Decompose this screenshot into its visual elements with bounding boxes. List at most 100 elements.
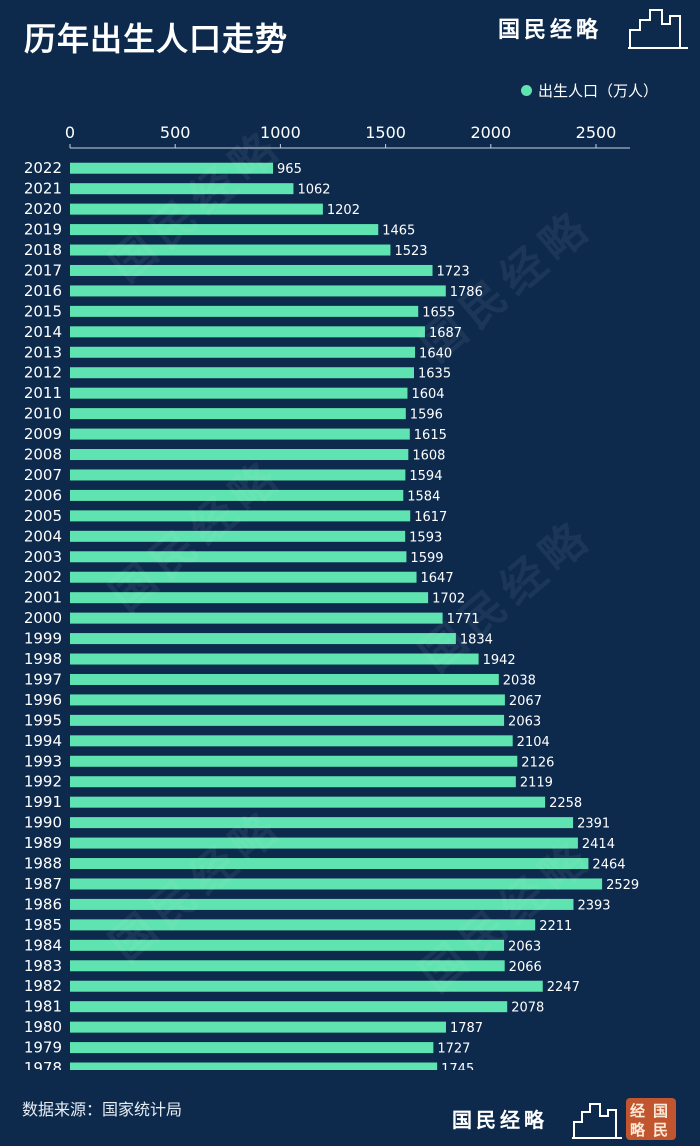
bar-value-label: 1596 — [410, 408, 443, 423]
category-label: 1982 — [24, 977, 62, 995]
bar — [70, 387, 408, 399]
bar-value-label: 2104 — [517, 735, 550, 750]
category-label: 1997 — [24, 670, 62, 688]
bar — [70, 326, 425, 338]
bar — [70, 755, 518, 767]
x-tick-label: 500 — [160, 123, 191, 142]
category-label: 2017 — [24, 261, 62, 279]
bar — [70, 244, 391, 256]
bar-value-label: 2391 — [577, 817, 610, 832]
page-title: 历年出生人口走势 — [24, 20, 289, 58]
bar-value-label: 1727 — [437, 1042, 470, 1057]
category-label: 2013 — [24, 343, 62, 361]
category-label: 2011 — [24, 384, 62, 402]
bar-value-label: 1615 — [414, 428, 447, 443]
bar — [70, 1001, 508, 1013]
bar-value-label: 1787 — [450, 1021, 483, 1036]
bar — [70, 551, 407, 563]
brand-logo-bottom: 国民经略 — [452, 1098, 622, 1142]
bar — [70, 162, 274, 174]
category-label: 1978 — [24, 1059, 62, 1070]
category-label: 1983 — [24, 957, 62, 975]
bar-value-label: 1687 — [429, 326, 462, 341]
x-tick-label: 2500 — [576, 123, 617, 142]
bar — [70, 203, 323, 215]
bar — [70, 408, 406, 420]
bar — [70, 571, 417, 583]
bar — [70, 264, 433, 276]
bar-value-label: 1617 — [414, 510, 447, 525]
bar — [70, 898, 574, 910]
category-label: 2002 — [24, 568, 62, 586]
category-label: 2016 — [24, 282, 62, 300]
category-label: 1992 — [24, 773, 62, 791]
category-label: 2001 — [24, 589, 62, 607]
bar-chart: 0 500 1000 1500 2000 2500 2022 965 2021 1062 2020 1… — [24, 123, 639, 1070]
brand-logo-text: 国民经略 — [452, 1108, 548, 1132]
category-label: 2010 — [24, 405, 62, 423]
bar-value-label: 2464 — [592, 858, 625, 873]
bar-value-label: 1202 — [327, 203, 360, 218]
skyline-icon — [572, 1103, 622, 1139]
bar-value-label: 2078 — [511, 1001, 544, 1016]
bar-value-label: 1465 — [382, 224, 415, 239]
bar-value-label: 1640 — [419, 346, 452, 361]
bar-value-label: 1655 — [422, 305, 455, 320]
brand-logo-top: 国民经略 — [498, 6, 688, 50]
seal-char: 略 — [630, 1121, 646, 1139]
category-label: 2007 — [24, 466, 62, 484]
seal-char: 民 — [653, 1121, 669, 1139]
bar-value-label: 2063 — [508, 714, 541, 729]
category-label: 2005 — [24, 507, 62, 525]
category-label: 2019 — [24, 221, 62, 239]
bar-value-label: 2066 — [509, 960, 542, 975]
category-label: 1989 — [24, 834, 62, 852]
bar-value-label: 1593 — [409, 530, 442, 545]
category-label: 2022 — [24, 159, 62, 177]
bar-value-label: 2258 — [549, 796, 582, 811]
bar — [70, 469, 406, 481]
bar-value-label: 1745 — [441, 1062, 474, 1070]
bar-value-label: 2067 — [509, 694, 542, 709]
bar — [70, 735, 513, 747]
bar-value-label: 1942 — [483, 653, 516, 668]
category-label: 1993 — [24, 752, 62, 770]
bar — [70, 489, 404, 501]
category-label: 1981 — [24, 998, 62, 1016]
x-tick-label: 2000 — [470, 123, 511, 142]
bar — [70, 939, 505, 951]
bar-value-label: 1834 — [460, 633, 493, 648]
bar — [70, 796, 546, 808]
bar-value-label: 1062 — [297, 183, 330, 198]
bar — [70, 224, 379, 236]
bar-value-label: 2063 — [508, 939, 541, 954]
bar-value-label: 965 — [277, 162, 302, 177]
bar — [70, 837, 578, 849]
bar — [70, 714, 505, 726]
bar-value-label: 2393 — [577, 898, 610, 913]
category-label: 2008 — [24, 446, 62, 464]
category-label: 2003 — [24, 548, 62, 566]
category-label: 1990 — [24, 814, 62, 832]
bar — [70, 776, 516, 788]
category-label: 1980 — [24, 1018, 62, 1036]
brand-logo-text: 国民经略 — [498, 17, 603, 43]
bar-value-label: 1599 — [410, 551, 443, 566]
bar — [70, 305, 419, 317]
x-tick-label: 1000 — [260, 123, 301, 142]
chart-legend: 出生人口（万人） — [520, 80, 658, 101]
category-label: 1996 — [24, 691, 62, 709]
bar-value-label: 1786 — [450, 285, 483, 300]
category-label: 2021 — [24, 180, 62, 198]
skyline-icon — [628, 9, 688, 49]
category-label: 1985 — [24, 916, 62, 934]
category-label: 2009 — [24, 425, 62, 443]
category-label: 1979 — [24, 1039, 62, 1057]
bar — [70, 612, 443, 624]
category-label: 1994 — [24, 732, 62, 750]
bar — [70, 858, 589, 870]
bar-value-label: 1635 — [418, 367, 451, 382]
bar — [70, 183, 294, 195]
bar-value-label: 2414 — [582, 837, 615, 852]
bar — [70, 980, 543, 992]
